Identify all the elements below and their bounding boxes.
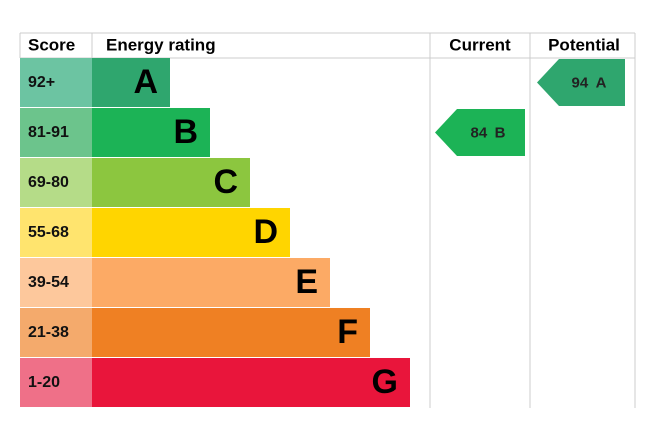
potential-letter: A bbox=[596, 74, 607, 91]
rating-bar bbox=[92, 308, 370, 357]
rating-bar bbox=[92, 58, 170, 107]
score-cell bbox=[20, 258, 92, 307]
score-label: 55-68 bbox=[28, 224, 69, 241]
header-score: Score bbox=[28, 35, 75, 54]
score-cell bbox=[20, 358, 92, 407]
score-cell bbox=[20, 108, 92, 157]
rating-bar bbox=[92, 158, 250, 207]
score-cell bbox=[20, 158, 92, 207]
score-label: 92+ bbox=[28, 74, 55, 91]
current-letter: B bbox=[495, 124, 506, 141]
rating-letter: F bbox=[337, 313, 358, 351]
score-cell bbox=[20, 208, 92, 257]
rating-letter: D bbox=[253, 213, 278, 251]
score-label: 1-20 bbox=[28, 374, 60, 391]
current-value: 84 bbox=[470, 124, 487, 141]
rating-letter: C bbox=[213, 163, 238, 201]
rating-bar bbox=[92, 358, 410, 407]
rating-letter: G bbox=[372, 363, 398, 401]
current-arrow bbox=[435, 109, 525, 156]
score-cell bbox=[20, 58, 92, 107]
score-label: 21-38 bbox=[28, 324, 69, 341]
rating-bar bbox=[92, 208, 290, 257]
rating-bar bbox=[92, 258, 330, 307]
potential-label: 94 A bbox=[571, 74, 606, 91]
header-rating: Energy rating bbox=[106, 35, 216, 54]
potential-arrow bbox=[537, 59, 625, 106]
rating-letter: A bbox=[133, 63, 158, 101]
score-label: 39-54 bbox=[28, 274, 69, 291]
header-potential: Potential bbox=[548, 35, 620, 54]
rating-letter: E bbox=[295, 263, 318, 301]
score-label: 69-80 bbox=[28, 174, 69, 191]
current-label: 84 B bbox=[470, 124, 505, 141]
rating-letter: B bbox=[173, 113, 198, 151]
score-cell bbox=[20, 308, 92, 357]
header-current: Current bbox=[449, 35, 511, 54]
rating-bar bbox=[92, 108, 210, 157]
score-label: 81-91 bbox=[28, 124, 69, 141]
potential-value: 94 bbox=[571, 74, 588, 91]
